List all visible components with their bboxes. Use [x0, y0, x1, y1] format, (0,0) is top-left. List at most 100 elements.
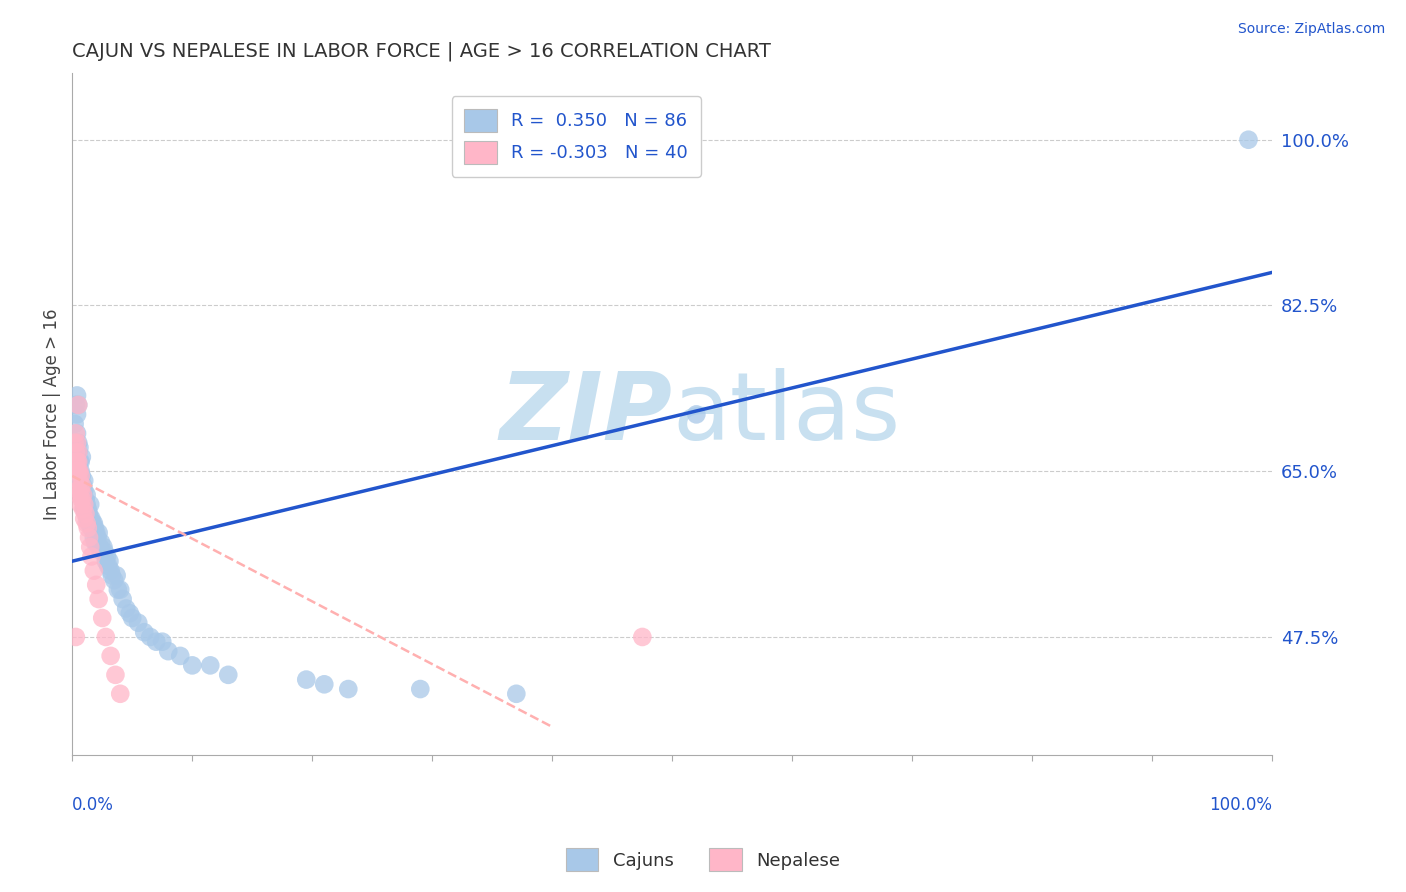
Point	[79, 540, 101, 554]
Point	[66, 455, 89, 469]
Point	[69, 483, 91, 498]
Point	[73, 497, 96, 511]
Point	[157, 644, 180, 658]
Point	[145, 634, 167, 648]
Legend: Cajuns, Nepalese: Cajuns, Nepalese	[558, 841, 848, 879]
Point	[139, 630, 162, 644]
Point	[97, 558, 120, 573]
Point	[76, 516, 98, 531]
Point	[66, 426, 89, 441]
Point	[69, 474, 91, 488]
Point	[295, 673, 318, 687]
Point	[67, 435, 90, 450]
Point	[84, 525, 107, 540]
Point	[104, 668, 127, 682]
Point	[93, 545, 115, 559]
Point	[73, 474, 96, 488]
Point	[73, 511, 96, 525]
Point	[72, 478, 94, 492]
Point	[100, 648, 122, 663]
Point	[84, 521, 107, 535]
Point	[73, 492, 96, 507]
Point	[67, 464, 90, 478]
Point	[86, 531, 108, 545]
Point	[67, 398, 90, 412]
Point	[67, 445, 90, 459]
Point	[107, 582, 129, 597]
Point	[76, 507, 98, 521]
Point	[169, 648, 191, 663]
Point	[65, 426, 87, 441]
Point	[93, 540, 115, 554]
Point	[87, 525, 110, 540]
Text: 0.0%: 0.0%	[72, 797, 114, 814]
Point	[73, 502, 96, 516]
Point	[70, 478, 93, 492]
Point	[84, 535, 107, 549]
Point	[118, 607, 141, 621]
Point	[150, 634, 173, 648]
Point	[79, 516, 101, 531]
Point	[100, 564, 122, 578]
Point	[96, 549, 118, 564]
Point	[105, 568, 128, 582]
Text: ZIP: ZIP	[499, 368, 672, 460]
Point	[110, 582, 132, 597]
Point	[79, 511, 101, 525]
Y-axis label: In Labor Force | Age > 16: In Labor Force | Age > 16	[44, 309, 60, 520]
Point	[84, 578, 107, 592]
Point	[200, 658, 222, 673]
Point	[76, 488, 98, 502]
Point	[67, 445, 90, 459]
Point	[75, 502, 97, 516]
Point	[69, 455, 91, 469]
Point	[67, 474, 90, 488]
Point	[67, 464, 90, 478]
Point	[75, 507, 97, 521]
Point	[66, 388, 89, 402]
Point	[76, 521, 98, 535]
Point	[65, 630, 87, 644]
Point	[75, 492, 97, 507]
Text: atlas: atlas	[672, 368, 901, 460]
Point	[337, 681, 360, 696]
Point	[65, 435, 87, 450]
Point	[70, 450, 93, 464]
Point	[181, 658, 204, 673]
Point	[217, 668, 239, 682]
Point	[76, 502, 98, 516]
Point	[70, 483, 93, 498]
Point	[631, 630, 654, 644]
Point	[127, 615, 149, 630]
Text: CAJUN VS NEPALESE IN LABOR FORCE | AGE > 16 CORRELATION CHART: CAJUN VS NEPALESE IN LABOR FORCE | AGE >…	[72, 42, 770, 62]
Point	[98, 554, 121, 568]
Point	[685, 408, 707, 422]
Point	[91, 611, 114, 625]
Point	[76, 511, 98, 525]
Point	[67, 488, 90, 502]
Point	[103, 573, 125, 587]
Point	[1237, 133, 1260, 147]
Point	[69, 497, 91, 511]
Point	[73, 483, 96, 498]
Point	[70, 469, 93, 483]
Point	[65, 455, 87, 469]
Point	[121, 611, 143, 625]
Point	[69, 469, 91, 483]
Point	[87, 540, 110, 554]
Point	[66, 435, 89, 450]
Point	[72, 502, 94, 516]
Point	[89, 540, 111, 554]
Point	[72, 488, 94, 502]
Text: Source: ZipAtlas.com: Source: ZipAtlas.com	[1237, 22, 1385, 37]
Point	[94, 630, 117, 644]
Text: 100.0%: 100.0%	[1209, 797, 1272, 814]
Point	[82, 516, 104, 531]
Point	[101, 568, 124, 582]
Point	[65, 398, 87, 412]
Point	[115, 601, 138, 615]
Point	[91, 545, 114, 559]
Point	[79, 497, 101, 511]
Point	[80, 549, 103, 564]
Point	[67, 455, 90, 469]
